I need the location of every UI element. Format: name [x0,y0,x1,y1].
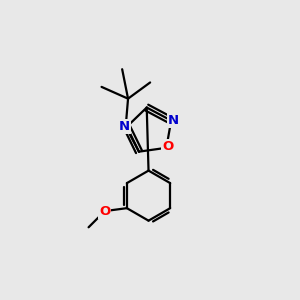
Text: O: O [162,140,173,153]
Text: N: N [168,114,179,127]
Text: N: N [119,120,130,133]
Text: O: O [99,205,110,218]
